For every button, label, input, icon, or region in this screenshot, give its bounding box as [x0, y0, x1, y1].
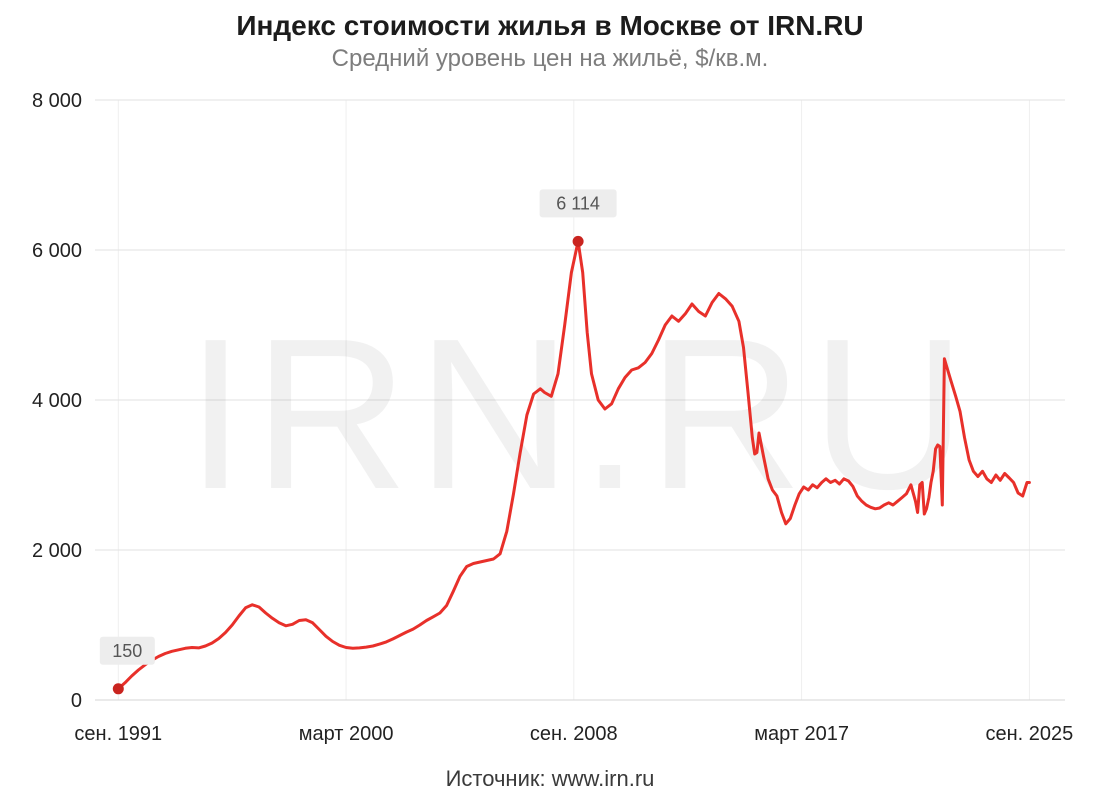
price-index-line-chart: сен. 1991 март 2000 сен. 2008 март 2017 сен.… [32, 90, 1074, 745]
svg-text:150: 150 [112, 641, 142, 661]
svg-text:март 2000: март 2000 [299, 723, 394, 745]
svg-text:сен. 2008: сен. 2008 [530, 723, 618, 745]
svg-text:2 000: 2 000 [32, 540, 82, 562]
svg-text:сен. 1991: сен. 1991 [74, 723, 162, 745]
svg-text:сен. 2025: сен. 2025 [986, 723, 1074, 745]
chart-subtitle: Средний уровень цен на жильё, $/кв.м. [331, 45, 769, 72]
svg-text:IRN.RU: IRN.RU [186, 293, 975, 534]
svg-text:март 2017: март 2017 [754, 723, 849, 745]
source-text: Источник: www.irn.ru [445, 766, 655, 791]
chart-title: Индекс стоимости жилья в Москве от IRN.R… [236, 10, 864, 41]
svg-text:6 114: 6 114 [556, 193, 600, 213]
svg-text:8 000: 8 000 [32, 90, 82, 112]
svg-text:6 000: 6 000 [32, 240, 82, 262]
svg-text:4 000: 4 000 [32, 390, 82, 412]
chart-header: Индекс стоимости жилья в Москве от IRN.R… [0, 8, 1100, 74]
svg-text:0: 0 [71, 690, 82, 712]
